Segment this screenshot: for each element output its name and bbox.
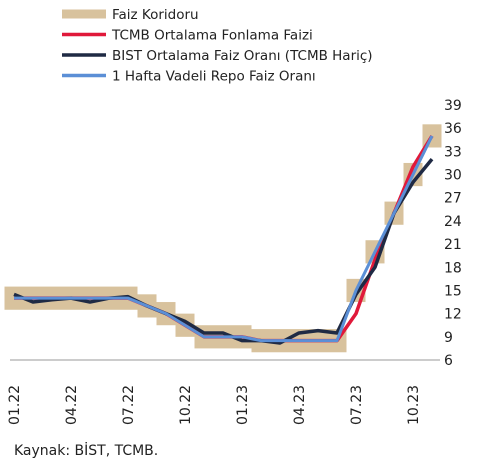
legend-label: 1 Hafta Vadeli Repo Faiz Oranı [112, 69, 316, 85]
x-tick-label: 07.23 [349, 385, 365, 425]
y-tick-label: 15 [444, 283, 462, 299]
y-tick-label: 21 [444, 237, 462, 253]
y-tick-label: 39 [444, 98, 462, 114]
source-note: Kaynak: BİST, TCMB. [14, 441, 158, 459]
x-tick-label: 04.23 [292, 385, 308, 425]
y-tick-label: 30 [444, 168, 462, 184]
legend-label: BIST Ortalama Faiz Oranı (TCMB Hariç) [112, 48, 373, 64]
legend-label: TCMB Ortalama Fonlama Faizi [111, 28, 313, 44]
x-tick-label: 01.23 [235, 385, 251, 425]
y-tick-label: 9 [444, 330, 453, 346]
y-tick-label: 27 [444, 191, 462, 207]
y-tick-label: 18 [444, 260, 462, 276]
series-line [14, 134, 434, 343]
series-line [14, 135, 434, 343]
y-tick-label: 6 [444, 353, 453, 369]
y-tick-label: 33 [444, 144, 462, 160]
x-tick-label: 07.22 [121, 385, 137, 425]
legend-label: Faiz Koridoru [112, 7, 199, 23]
y-tick-label: 12 [444, 307, 462, 323]
x-tick-label: 04.22 [64, 385, 80, 425]
x-tick-label: 10.22 [178, 385, 194, 425]
y-tick-label: 24 [444, 214, 462, 230]
x-tick-label: 01.22 [7, 385, 23, 425]
y-tick-label: 36 [444, 121, 462, 137]
x-tick-label: 10.23 [406, 385, 422, 425]
series-line [13, 157, 434, 345]
